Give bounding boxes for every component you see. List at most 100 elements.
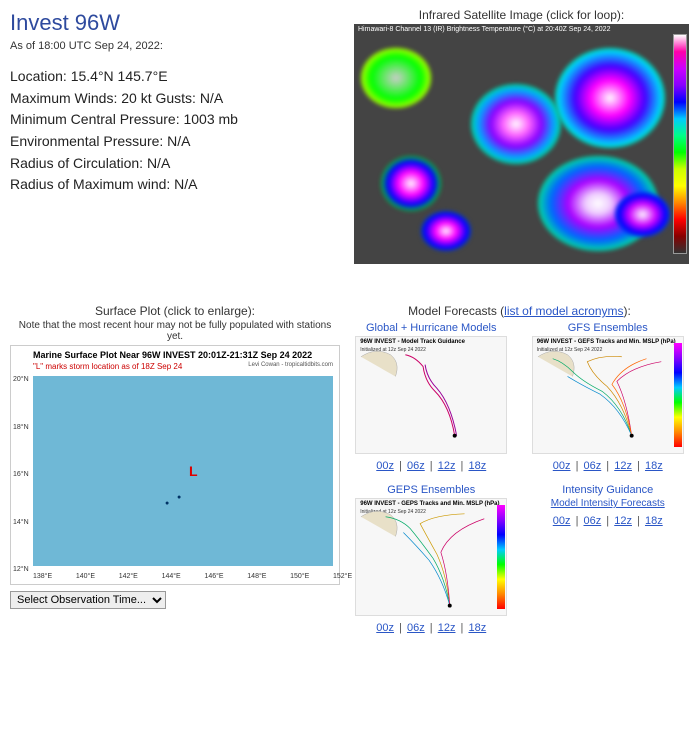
station-marker: ● — [177, 494, 181, 501]
model-label-intensity: Intensity Guidance — [527, 484, 690, 496]
models-header: Model Forecasts (list of model acronyms)… — [350, 304, 689, 318]
separator: | — [457, 460, 466, 472]
time-link-18z[interactable]: 18z — [468, 460, 486, 472]
time-link-06z[interactable]: 06z — [407, 622, 425, 634]
time-link-18z[interactable]: 18z — [468, 622, 486, 634]
model-image-gfs[interactable]: 96W INVEST - GEFS Tracks and Min. MSLP (… — [532, 336, 684, 454]
x-tick: 152°E — [333, 573, 352, 580]
models-header-suffix: ): — [624, 304, 631, 318]
ir-blob — [555, 48, 665, 148]
summary-roc: Radius of Circulation: N/A — [10, 153, 344, 175]
ir-blob — [471, 84, 561, 164]
time-links-intensity: 00z | 06z | 12z | 18z — [527, 515, 690, 527]
surface-label: Surface Plot (click to enlarge): — [10, 304, 340, 318]
model-label-global: Global + Hurricane Models — [350, 322, 513, 334]
top-row: Invest 96W As of 18:00 UTC Sep 24, 2022:… — [10, 8, 689, 264]
time-link-18z[interactable]: 18z — [645, 460, 663, 472]
satellite-image[interactable]: Himawari-8 Channel 13 (IR) Brightness Te… — [354, 24, 689, 264]
model-colorbar — [674, 343, 682, 447]
x-tick: 148°E — [247, 573, 266, 580]
separator: | — [396, 622, 405, 634]
x-tick: 146°E — [204, 573, 223, 580]
models-panel: Model Forecasts (list of model acronyms)… — [350, 304, 689, 634]
surface-plot-title: Marine Surface Plot Near 96W INVEST 20:0… — [33, 350, 312, 360]
ir-blob — [381, 156, 441, 211]
y-tick: 16°N — [13, 471, 29, 478]
surface-note: Note that the most recent hour may not b… — [10, 320, 340, 342]
time-link-12z[interactable]: 12z — [438, 622, 456, 634]
observation-time-select[interactable]: Select Observation Time... — [10, 591, 166, 609]
storm-summary-panel: Invest 96W As of 18:00 UTC Sep 24, 2022:… — [10, 8, 344, 264]
y-tick: 18°N — [13, 424, 29, 431]
models-header-prefix: Model Forecasts ( — [408, 304, 504, 318]
surface-panel: Surface Plot (click to enlarge): Note th… — [10, 304, 340, 634]
time-links-gfs: 00z | 06z | 12z | 18z — [527, 460, 690, 472]
satellite-colorbar — [673, 34, 687, 254]
model-label-geps: GEPS Ensembles — [350, 484, 513, 496]
time-link-06z[interactable]: 06z — [584, 460, 602, 472]
model-panel-geps: GEPS Ensembles 96W INVEST - GEPS Tracks … — [350, 484, 513, 634]
time-link-18z[interactable]: 18z — [645, 515, 663, 527]
time-link-12z[interactable]: 12z — [614, 460, 632, 472]
surface-plot-image[interactable]: Marine Surface Plot Near 96W INVEST 20:0… — [10, 345, 340, 585]
time-link-12z[interactable]: 12z — [614, 515, 632, 527]
time-link-06z[interactable]: 06z — [407, 460, 425, 472]
separator: | — [603, 460, 612, 472]
model-track-svg — [356, 337, 506, 453]
second-row: Surface Plot (click to enlarge): Note th… — [10, 304, 689, 634]
y-tick: 20°N — [13, 376, 29, 383]
time-link-12z[interactable]: 12z — [438, 460, 456, 472]
surface-map-area: L ● ● — [33, 376, 333, 566]
separator: | — [634, 515, 643, 527]
ir-blob — [615, 192, 670, 237]
summary-location: Location: 15.4°N 145.7°E — [10, 66, 344, 88]
model-image-geps[interactable]: 96W INVEST - GEPS Tracks and Min. MSLP (… — [355, 498, 507, 616]
time-link-06z[interactable]: 06z — [584, 515, 602, 527]
storm-timestamp: As of 18:00 UTC Sep 24, 2022: — [10, 40, 344, 52]
separator: | — [427, 460, 436, 472]
y-tick: 14°N — [13, 519, 29, 526]
observation-time-row: Select Observation Time... — [10, 591, 340, 609]
model-colorbar — [497, 505, 505, 609]
x-tick: 138°E — [33, 573, 52, 580]
x-tick: 150°E — [290, 573, 309, 580]
model-image-global[interactable]: 96W INVEST - Model Track Guidance Initia… — [355, 336, 507, 454]
time-link-00z[interactable]: 00z — [553, 460, 571, 472]
model-label-gfs: GFS Ensembles — [527, 322, 690, 334]
separator: | — [396, 460, 405, 472]
y-tick: 12°N — [13, 566, 29, 573]
acronyms-link[interactable]: list of model acronyms — [504, 304, 623, 318]
storm-name: Invest 96W — [10, 10, 344, 36]
x-tick: 142°E — [119, 573, 138, 580]
time-links-geps: 00z | 06z | 12z | 18z — [350, 622, 513, 634]
time-links-global: 00z | 06z | 12z | 18z — [350, 460, 513, 472]
summary-winds: Maximum Winds: 20 kt Gusts: N/A — [10, 88, 344, 110]
model-panel-global: Global + Hurricane Models 96W INVEST - M… — [350, 322, 513, 472]
model-panel-gfs: GFS Ensembles 96W INVEST - GEFS Tracks a… — [527, 322, 690, 472]
x-tick: 140°E — [76, 573, 95, 580]
intensity-forecasts-link[interactable]: Model Intensity Forecasts — [527, 498, 690, 509]
summary-rmw: Radius of Maximum wind: N/A — [10, 174, 344, 196]
storm-L-marker: L — [189, 463, 198, 479]
separator: | — [427, 622, 436, 634]
time-link-00z[interactable]: 00z — [553, 515, 571, 527]
separator: | — [457, 622, 466, 634]
surface-plot-credit: Levi Cowan - tropicaltidbits.com — [248, 362, 333, 368]
summary-env-pressure: Environmental Pressure: N/A — [10, 131, 344, 153]
satellite-label: Infrared Satellite Image (click for loop… — [354, 8, 689, 22]
separator: | — [603, 515, 612, 527]
model-grid: Global + Hurricane Models 96W INVEST - M… — [350, 322, 689, 634]
separator: | — [634, 460, 643, 472]
satellite-overlay-title: Himawari-8 Channel 13 (IR) Brightness Te… — [358, 26, 610, 33]
model-track-svg — [356, 499, 506, 615]
time-link-00z[interactable]: 00z — [376, 622, 394, 634]
ir-blob — [361, 48, 431, 108]
satellite-panel: Infrared Satellite Image (click for loop… — [354, 8, 689, 264]
station-marker: ● — [165, 500, 169, 507]
separator: | — [573, 460, 582, 472]
ir-blob — [421, 211, 471, 251]
surface-plot-subtitle: "L" marks storm location as of 18Z Sep 2… — [33, 362, 182, 371]
model-track-svg — [533, 337, 683, 453]
separator: | — [573, 515, 582, 527]
time-link-00z[interactable]: 00z — [376, 460, 394, 472]
